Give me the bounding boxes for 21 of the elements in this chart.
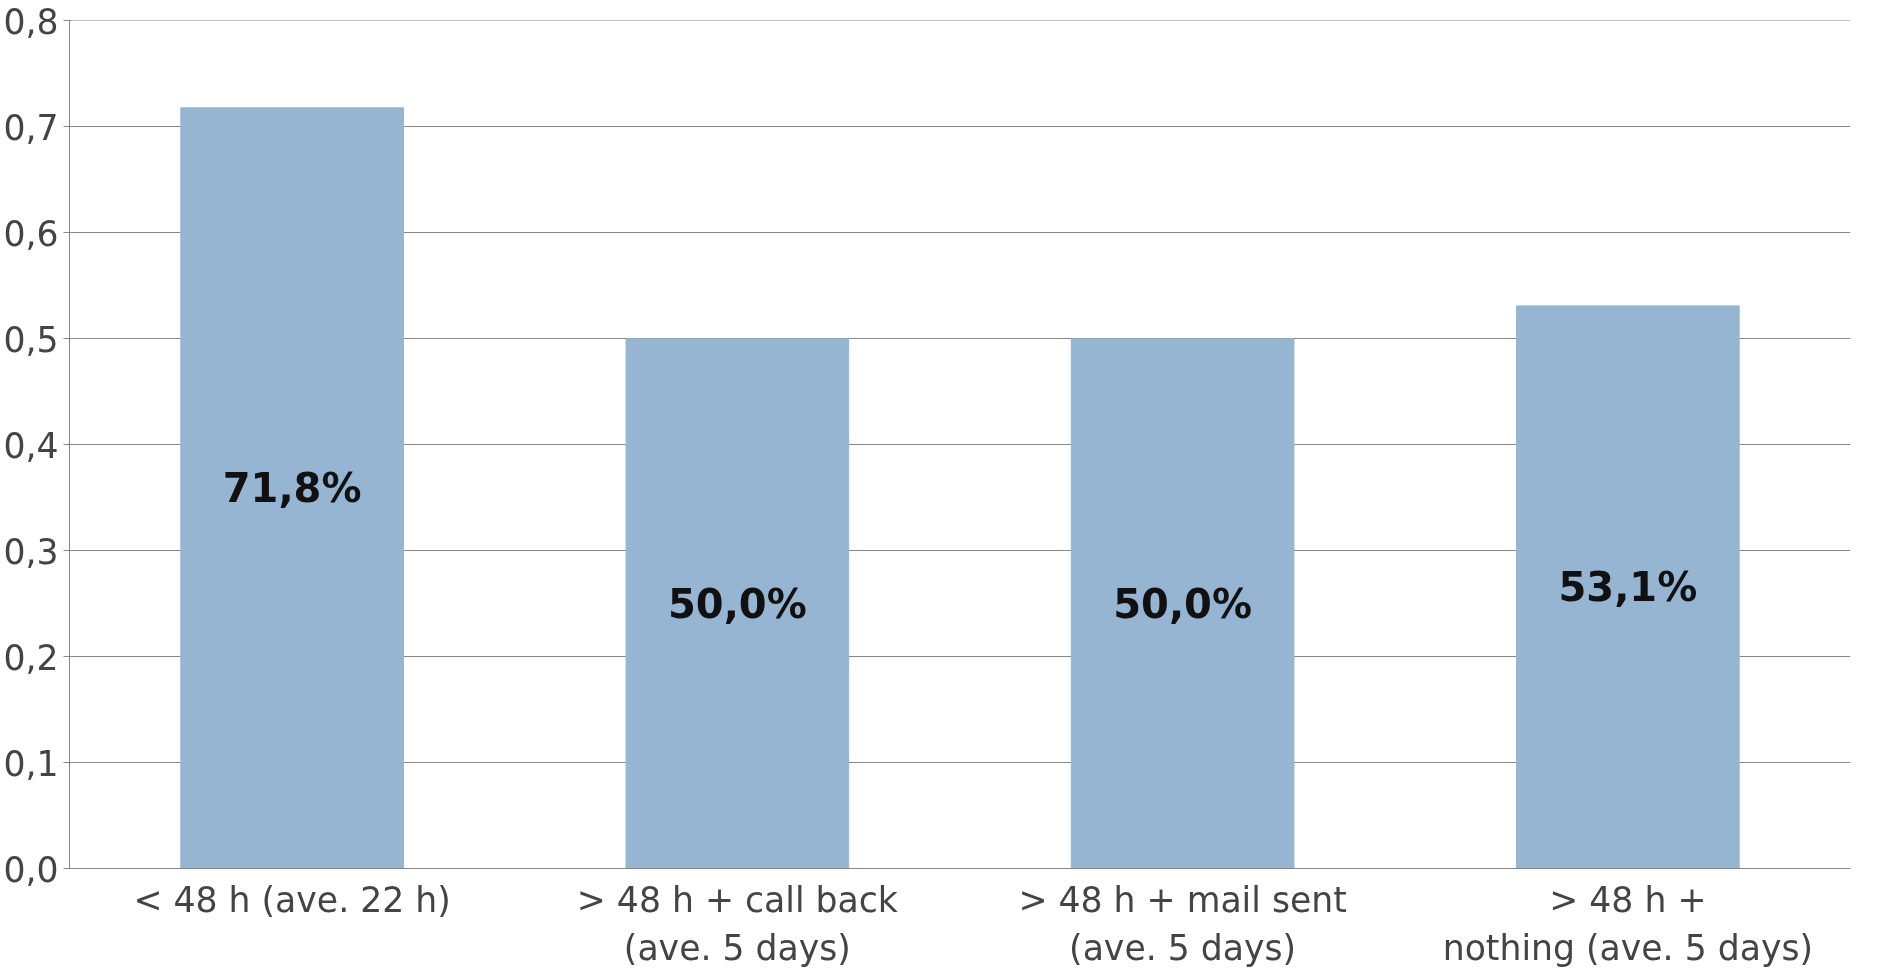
y-tick-label: 0,3 [3,531,59,572]
y-tick-label: 0,0 [3,849,59,890]
x-tick-label: < 48 h (ave. 22 h) [133,879,451,920]
y-tick-label: 0,6 [3,213,59,254]
data-label: 53,1% [1558,564,1698,611]
bar [180,107,404,869]
bar [1516,305,1740,869]
x-tick-label: > 48 h + call back (ave. 5 days) [576,879,898,968]
y-tick-label: 0,5 [3,319,59,360]
y-tick-label: 0,2 [3,637,59,678]
y-tick-label: 0,8 [3,1,59,42]
y-tick-label: 0,7 [3,107,59,148]
data-label: 71,8% [222,465,362,512]
y-tick-label: 0,4 [3,425,59,466]
x-tick-label: > 48 h + nothing (ave. 5 days) [1442,879,1814,968]
x-tick-label: > 48 h + mail sent (ave. 5 days) [1018,879,1347,968]
bar [625,338,850,869]
y-tick-label: 0,1 [3,743,59,784]
data-label: 50,0% [1113,580,1253,627]
data-label: 50,0% [667,580,807,627]
bar [1070,338,1295,869]
